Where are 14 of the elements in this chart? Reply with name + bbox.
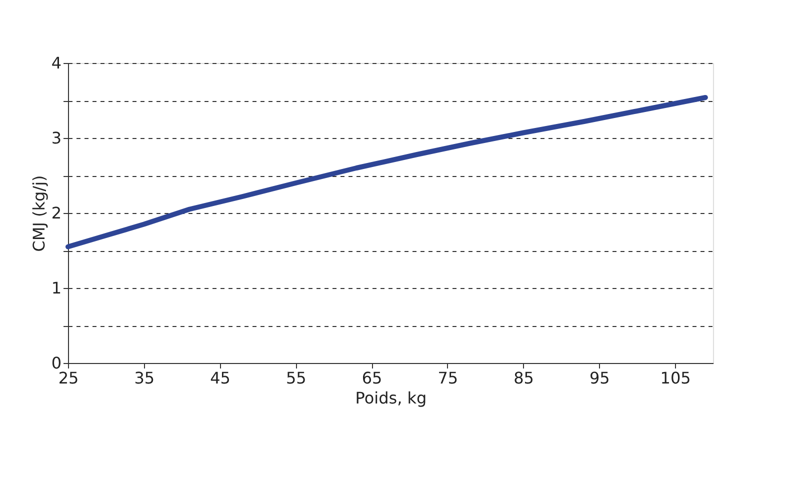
y-tick-label: 1 [51, 278, 62, 298]
x-tick-label: 75 [438, 368, 458, 388]
y-tick-label: 3 [51, 128, 62, 148]
x-tick-label: 55 [286, 368, 306, 388]
x-tick-label: 85 [514, 368, 534, 388]
x-tick-label: 95 [589, 368, 610, 388]
x-axis-title: Poids, kg [355, 388, 427, 408]
x-tick-label: 105 [660, 368, 691, 388]
x-tick-label: 35 [134, 368, 155, 388]
x-tick-label: 65 [362, 368, 382, 388]
x-tick-label: 45 [210, 368, 230, 388]
y-tick-label: 4 [51, 54, 62, 72]
y-axis-title: CMJ (kg/j) [29, 175, 48, 252]
y-tick-label: 2 [51, 204, 62, 222]
